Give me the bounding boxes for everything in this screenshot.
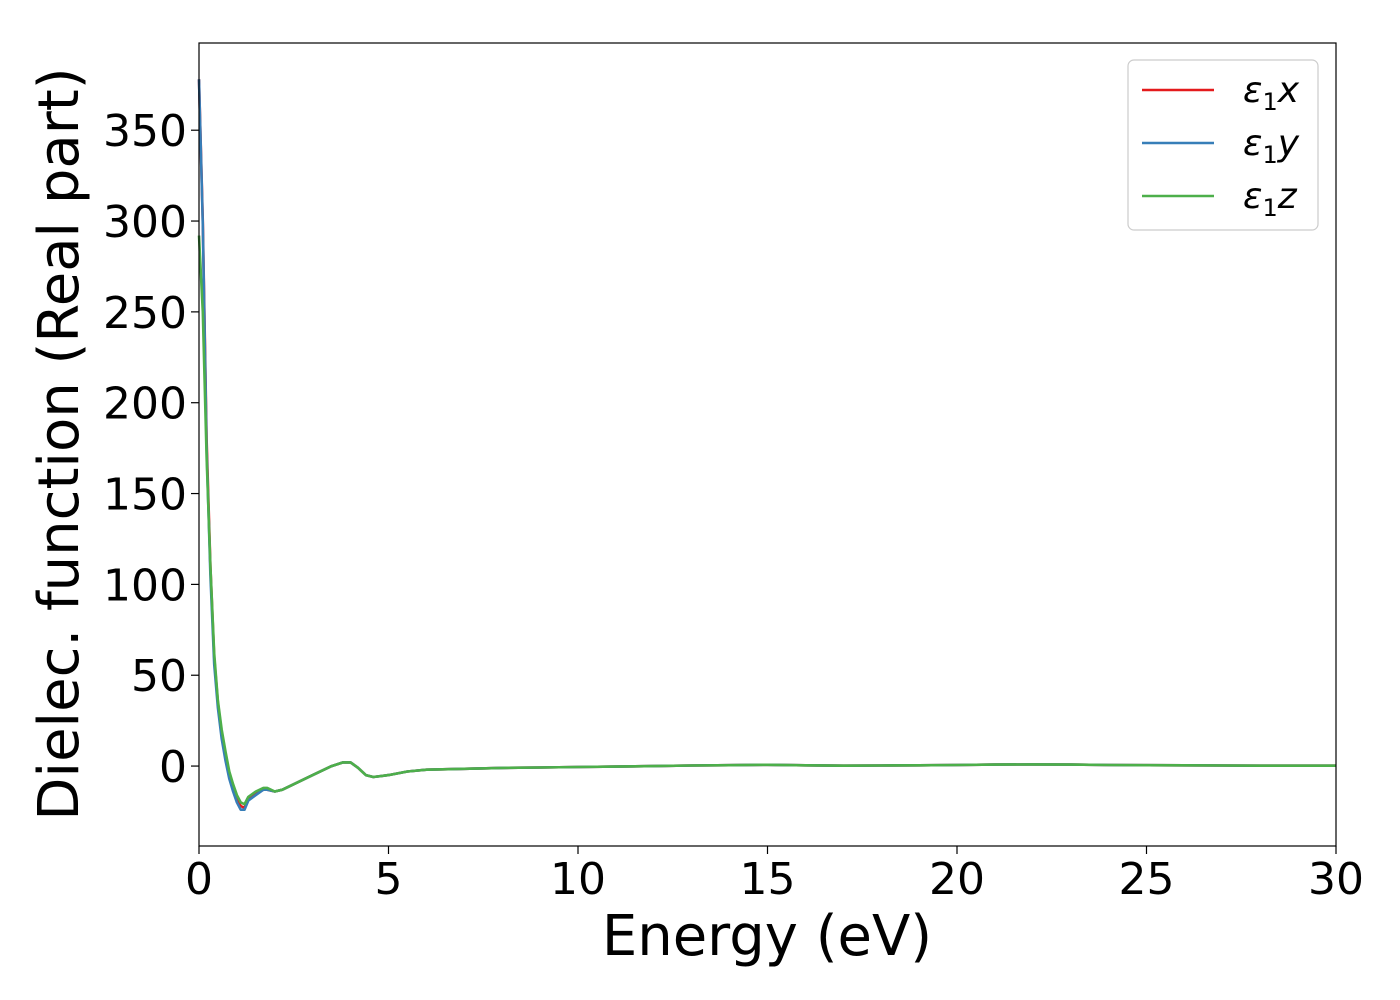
legend-axis-letter: y (1277, 123, 1300, 164)
series-layer (197, 79, 1336, 811)
legend-axis-letter: x (1277, 70, 1300, 111)
x-tick-label: 25 (1119, 854, 1175, 905)
legend-axis-letter: z (1277, 176, 1298, 217)
legend-label-y: ε1y (1243, 123, 1300, 169)
legend-label-x: ε1x (1243, 70, 1300, 116)
plot-frame (198, 42, 1337, 847)
legend-subscript: 1 (1262, 141, 1277, 169)
legend-symbol: ε (1243, 70, 1262, 111)
x-axis-label: Energy (eV) (602, 904, 932, 969)
legend-box (1127, 59, 1319, 231)
legend-subscript: 1 (1262, 88, 1277, 116)
legend-symbol: ε (1243, 176, 1262, 217)
series-line-z (197, 235, 1336, 806)
x-tick-label: 0 (185, 854, 213, 905)
y-tick-label: 250 (103, 288, 187, 339)
y-tick-label: 150 (103, 470, 187, 521)
legend-subscript: 1 (1262, 194, 1277, 222)
y-tick-label: 50 (131, 651, 187, 702)
x-tick-label: 15 (740, 854, 796, 905)
y-tick-label: 350 (103, 106, 187, 157)
legend-label-z: ε1z (1243, 176, 1298, 222)
x-tick-label: 30 (1308, 854, 1364, 905)
y-tick-label: 0 (159, 742, 187, 793)
legend-symbol: ε (1243, 123, 1262, 164)
y-tick-label: 200 (103, 379, 187, 430)
y-tick-label: 300 (103, 197, 187, 248)
x-tick-label: 10 (550, 854, 606, 905)
x-tick-label: 20 (929, 854, 985, 905)
y-tick-label: 100 (103, 560, 187, 611)
x-tick-label: 5 (375, 854, 403, 905)
y-axis-label: Dielec. function (Real part) (27, 67, 92, 820)
